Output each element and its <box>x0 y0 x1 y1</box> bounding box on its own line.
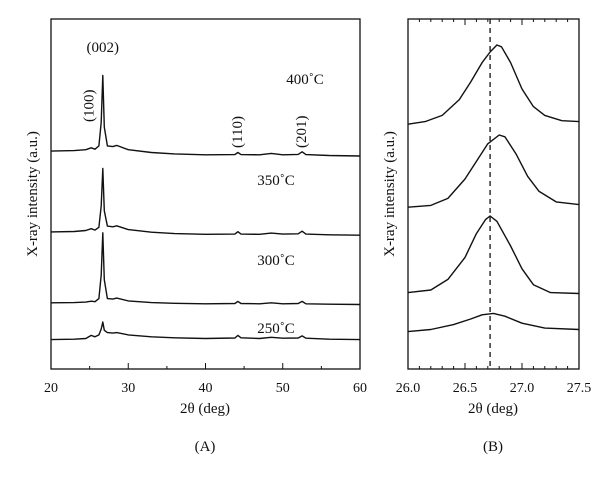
panel-b-xtick-label: 26.5 <box>453 381 478 396</box>
panel-a-trace <box>50 321 361 341</box>
panel-a-xtick-label: 40 <box>199 381 213 396</box>
panel-b-ticks: 26.0 26.5 27.0 27.5 <box>396 19 592 396</box>
panel-a-trace <box>50 167 361 236</box>
panel-b-xlabel: 2θ (deg) <box>468 401 518 417</box>
series-label: 350˚C <box>257 173 295 189</box>
panel-b-frame <box>407 18 580 370</box>
panel-b-trace <box>407 134 580 208</box>
panel-a-ticks: 20 30 40 50 60 <box>44 363 367 396</box>
panel-b-trace <box>407 312 580 333</box>
panel-a-xlabel: 2θ (deg) <box>180 401 230 417</box>
panel-a-xtick-label: 60 <box>353 381 367 396</box>
panel-b-xtick-label: 26.0 <box>396 381 421 396</box>
peak-label: (100) <box>82 90 98 123</box>
peak-label: (201) <box>294 116 310 149</box>
series-label: 300˚C <box>257 253 295 269</box>
panel-a-trace <box>50 232 361 306</box>
panel-a-traces <box>50 74 361 341</box>
panel-b-trace <box>407 44 580 125</box>
panel-a-ylabel: X-ray intensity (a.u.) <box>25 131 41 257</box>
panel-a-xtick-label: 30 <box>121 381 135 396</box>
panel-b-trace <box>407 215 580 295</box>
panel-a-label: (A) <box>195 439 216 455</box>
series-label: 400˚C <box>286 72 324 88</box>
panel-a-xtick-label: 50 <box>276 381 290 396</box>
peak-label: (002) <box>87 40 120 56</box>
panel-b-ylabel: X-ray intensity (a.u.) <box>382 131 398 257</box>
panel-b-xtick-label: 27.0 <box>510 381 535 396</box>
peak-label: (110) <box>230 116 246 148</box>
panel-a-labels: 400˚C 350˚C 300˚C 250˚C (100) (002) (110) (201) <box>82 40 324 337</box>
panel-b-xtick-label: 27.5 <box>567 381 592 396</box>
panel-a-trace <box>50 74 361 157</box>
panel-a-xtick-label: 20 <box>44 381 58 396</box>
panel-b-label: (B) <box>483 439 503 455</box>
panel-b: 26.0 26.5 27.0 27.5 2θ (deg) X-ray intensit… <box>382 18 592 455</box>
panel-b-traces <box>407 44 580 333</box>
series-label: 250˚C <box>257 321 295 337</box>
panel-a: 20 30 40 50 60 400˚C 350˚C 300˚C 250˚C (100) (002… <box>25 18 367 455</box>
